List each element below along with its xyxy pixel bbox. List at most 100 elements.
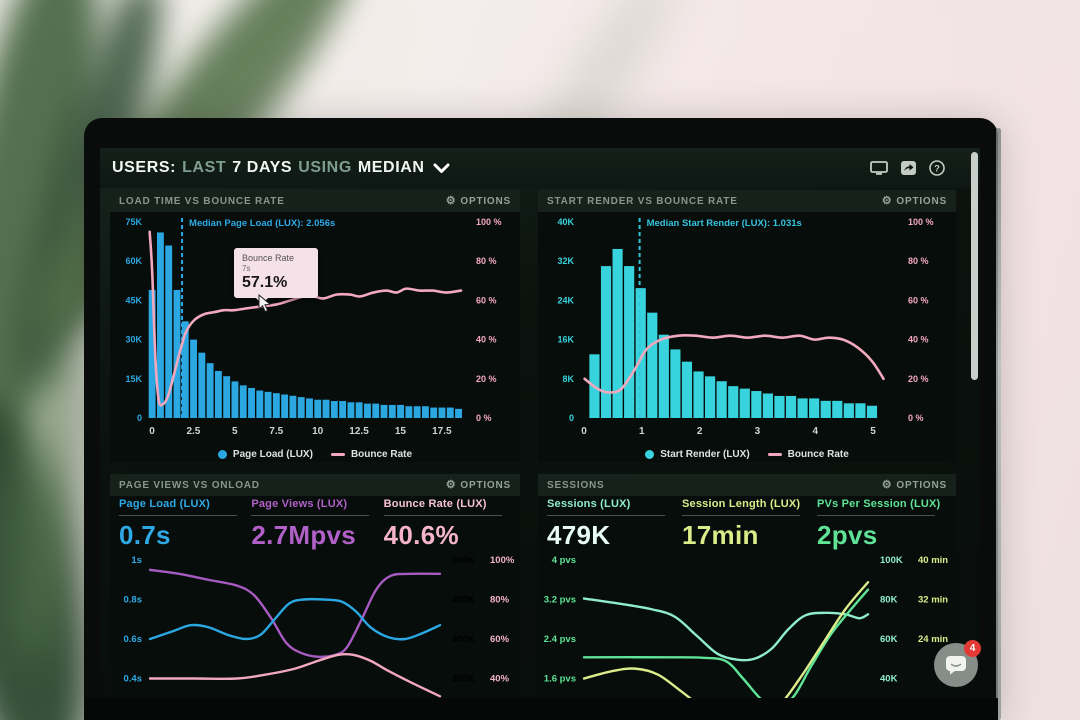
options-button[interactable]: ⚙ OPTIONS	[881, 478, 947, 491]
chevron-down-icon	[433, 163, 450, 174]
svg-text:32 min: 32 min	[918, 595, 948, 606]
metric-underline	[682, 515, 800, 516]
svg-text:4 pvs: 4 pvs	[552, 555, 576, 566]
svg-text:2: 2	[697, 426, 703, 437]
svg-text:40 min: 40 min	[918, 555, 948, 566]
svg-text:Median Start Render (LUX): 1.0: Median Start Render (LUX): 1.031s	[647, 218, 802, 229]
chart-legend: Page Load (LUX) Bounce Rate	[110, 449, 520, 460]
svg-text:40%: 40%	[490, 674, 510, 685]
metrics-row: Page Load (LUX) 0.7s Page Views (LUX) 2.…	[119, 498, 516, 551]
panel-title: SESSIONS	[547, 479, 605, 491]
gear-icon: ⚙	[445, 194, 457, 207]
legend-dash	[330, 453, 345, 456]
title-segment: 7 DAYS	[232, 159, 293, 176]
svg-text:400K: 400K	[452, 595, 475, 606]
svg-text:24K: 24K	[557, 295, 574, 305]
svg-text:17.5: 17.5	[432, 426, 452, 437]
svg-text:60K: 60K	[125, 256, 142, 266]
metric-bounce-rate: Bounce Rate (LUX) 40.6%	[383, 498, 516, 551]
notification-badge: 4	[964, 640, 981, 657]
metric-underline	[547, 515, 665, 516]
svg-text:24 min: 24 min	[918, 634, 948, 645]
panel-title: LOAD TIME VS BOUNCE RATE	[119, 195, 285, 207]
page-views-line-chart[interactable]: 1s 500K 100% 0.8s 400K 80% 0.6s 300K 60% 0.4s 200K…	[110, 546, 520, 720]
laptop: USERS: LAST 7 DAYS USING MEDIAN ? LOAD T	[84, 118, 1001, 720]
svg-text:30K: 30K	[125, 335, 142, 345]
title-segment: USING	[298, 159, 352, 176]
svg-text:0: 0	[569, 413, 574, 423]
svg-text:20 %: 20 %	[476, 374, 497, 384]
metrics-row: Sessions (LUX) 479K Session Length (LUX)…	[547, 498, 952, 551]
options-button[interactable]: ⚙ OPTIONS	[445, 478, 511, 491]
start-render-histogram[interactable]: 40K 32K 24K 16K 8K 0 100 % 80 % 60 % 40 % 20 % 0 % 0…	[538, 212, 956, 440]
mouse-cursor	[258, 294, 272, 313]
svg-text:7.5: 7.5	[269, 426, 283, 437]
svg-text:60 %: 60 %	[908, 295, 929, 305]
svg-text:2.4 pvs: 2.4 pvs	[544, 634, 576, 645]
svg-text:4: 4	[812, 426, 818, 437]
laptop-edge	[996, 128, 1001, 720]
panel-header: START RENDER VS BOUNCE RATE ⚙ OPTIONS	[538, 190, 956, 212]
display-icon[interactable]	[870, 160, 888, 176]
metric-page-load: Page Load (LUX) 0.7s	[119, 498, 251, 551]
svg-text:80 %: 80 %	[476, 256, 497, 266]
svg-text:0.8s: 0.8s	[124, 595, 143, 606]
svg-text:0.4s: 0.4s	[124, 674, 143, 685]
options-button[interactable]: ⚙ OPTIONS	[445, 194, 511, 207]
svg-text:45K: 45K	[125, 295, 142, 305]
svg-text:Median Page Load (LUX): 2.056s: Median Page Load (LUX): 2.056s	[189, 218, 335, 229]
gear-icon: ⚙	[445, 478, 457, 491]
title-segment: LAST	[182, 159, 227, 176]
chart-tooltip: Bounce Rate 7s 57.1%	[234, 248, 318, 304]
chart-legend: Start Render (LUX) Bounce Rate	[538, 449, 956, 460]
svg-text:300K: 300K	[452, 634, 475, 645]
gear-icon: ⚙	[881, 478, 893, 491]
svg-text:100 %: 100 %	[908, 217, 934, 227]
share-icon[interactable]	[899, 160, 917, 176]
laptop-bottom-bezel	[84, 698, 998, 720]
svg-text:8K: 8K	[562, 374, 574, 384]
dashboard-screen: USERS: LAST 7 DAYS USING MEDIAN ? LOAD T	[100, 148, 981, 720]
metric-underline	[817, 515, 935, 516]
svg-text:100 %: 100 %	[476, 217, 502, 227]
metric-underline	[119, 515, 237, 516]
scrollbar-thumb[interactable]	[971, 152, 978, 380]
chat-bubble-icon	[946, 656, 966, 675]
metric-underline	[383, 515, 502, 516]
svg-text:80K: 80K	[880, 595, 898, 606]
legend-dot	[217, 450, 227, 459]
metric-sessions: Sessions (LUX) 479K	[547, 498, 682, 551]
svg-text:3: 3	[755, 426, 761, 437]
load-time-histogram[interactable]: 75K 60K 45K 30K 15K 0 100 % 80 % 60 % 40 % 20 % 0 %…	[110, 212, 520, 440]
header-toolbar: ?	[870, 160, 946, 176]
svg-text:60K: 60K	[880, 634, 898, 645]
chat-button[interactable]: 4	[934, 640, 981, 687]
svg-text:1.6 pvs: 1.6 pvs	[544, 674, 576, 685]
svg-text:0: 0	[149, 426, 155, 437]
svg-text:80%: 80%	[490, 595, 510, 606]
svg-text:75K: 75K	[125, 217, 142, 227]
panel-page-views: PAGE VIEWS VS ONLOAD ⚙ OPTIONS Page Load…	[110, 474, 520, 720]
svg-text:500K: 500K	[452, 555, 475, 566]
svg-text:5: 5	[870, 426, 876, 437]
panel-start-render: START RENDER VS BOUNCE RATE ⚙ OPTIONS 40…	[538, 190, 956, 462]
svg-text:3.2 pvs: 3.2 pvs	[544, 595, 576, 606]
svg-text:32K: 32K	[557, 256, 574, 266]
svg-text:1: 1	[639, 426, 645, 437]
svg-text:40K: 40K	[880, 674, 898, 685]
sessions-line-chart[interactable]: 4 pvs 100K 40 min 3.2 pvs 80K 32 min 2.4 pvs 60…	[538, 546, 956, 720]
metric-scope-dropdown[interactable]: USERS: LAST 7 DAYS USING MEDIAN	[112, 159, 450, 177]
svg-text:0.6s: 0.6s	[124, 634, 143, 645]
svg-text:12.5: 12.5	[349, 426, 369, 437]
svg-text:40 %: 40 %	[908, 335, 929, 345]
panel-sessions: SESSIONS ⚙ OPTIONS Sessions (LUX) 479K S…	[538, 474, 956, 720]
help-icon[interactable]: ?	[928, 160, 946, 176]
svg-text:40K: 40K	[557, 217, 574, 227]
svg-text:40 %: 40 %	[476, 335, 497, 345]
svg-text:100K: 100K	[880, 555, 903, 566]
svg-text:60 %: 60 %	[476, 295, 497, 305]
options-button[interactable]: ⚙ OPTIONS	[881, 194, 947, 207]
title-segment: MEDIAN	[357, 159, 425, 176]
svg-text:16K: 16K	[557, 335, 574, 345]
svg-text:15K: 15K	[125, 374, 142, 384]
